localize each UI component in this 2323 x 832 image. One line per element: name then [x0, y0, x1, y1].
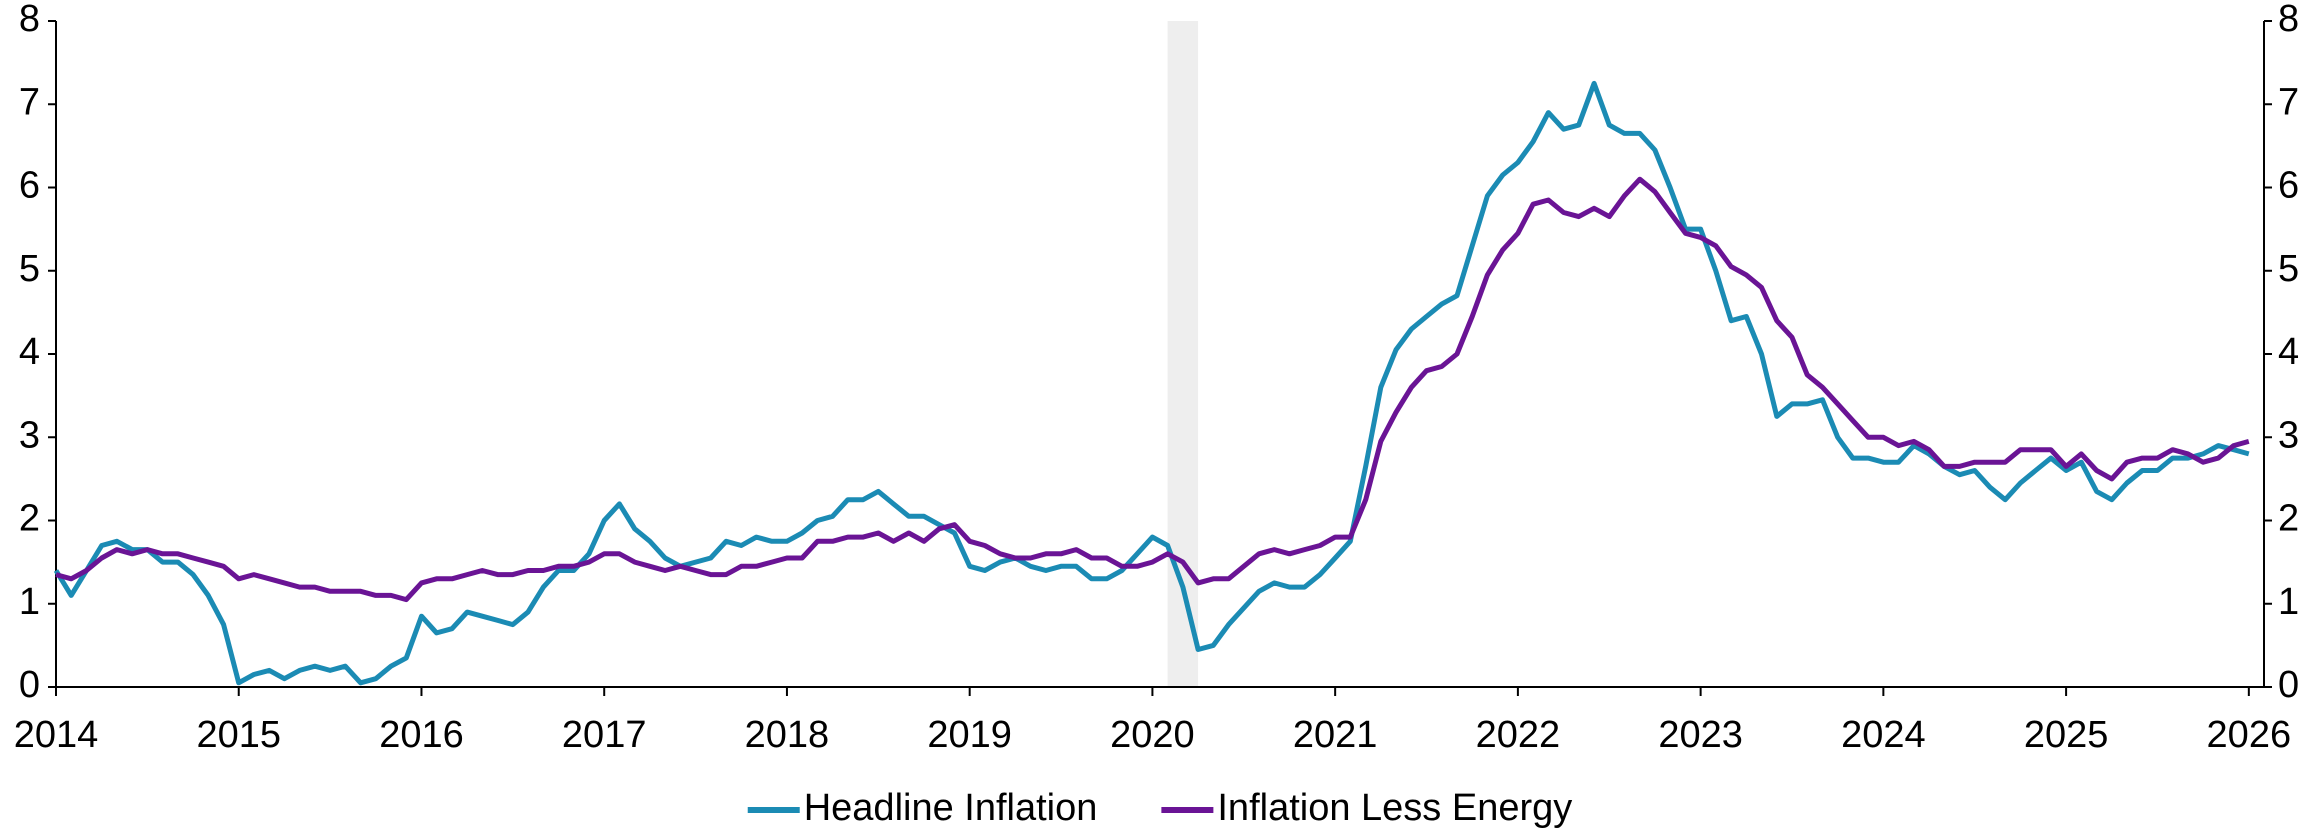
line-series	[53, 80, 2250, 686]
x-tick-label: 2023	[1658, 714, 1743, 756]
x-tick-label: 2014	[14, 714, 99, 756]
y2-tick-label: 4	[2278, 331, 2299, 373]
x-tick-label: 2018	[745, 714, 830, 756]
x-tick-label: 2025	[2024, 714, 2109, 756]
y2-tick-label: 1	[2278, 581, 2299, 623]
legend-label: Headline Inflation	[804, 787, 1098, 829]
y-tick-label: 4	[19, 331, 40, 373]
y-tick-label: 3	[19, 414, 40, 456]
y2-tick-label: 3	[2278, 414, 2299, 456]
line-series	[55, 176, 2250, 603]
x-tick-label: 2017	[562, 714, 647, 756]
x-tick-label: 2020	[1110, 714, 1195, 756]
y2-tick-label: 5	[2278, 248, 2299, 290]
y-tick-label: 1	[19, 581, 40, 623]
y-tick-label: 8	[19, 0, 40, 40]
y-tick-label: 2	[19, 498, 40, 540]
y-tick-label: 7	[19, 81, 40, 123]
y2-tick-label: 7	[2278, 81, 2299, 123]
x-tick-label: 2021	[1293, 714, 1378, 756]
x-tick-label: 2026	[2207, 714, 2292, 756]
y2-tick-label: 0	[2278, 664, 2299, 706]
y-tick-label: 5	[19, 248, 40, 290]
legend-label: Inflation Less Energy	[1217, 787, 1572, 829]
x-tick-label: 2024	[1841, 714, 1926, 756]
y-tick-label: 6	[19, 165, 40, 207]
x-tick-label: 2016	[379, 714, 464, 756]
x-tick-label: 2019	[927, 714, 1012, 756]
y2-tick-label: 6	[2278, 165, 2299, 207]
y2-tick-label: 8	[2278, 0, 2299, 40]
y2-tick-label: 2	[2278, 498, 2299, 540]
y-tick-label: 0	[19, 664, 40, 706]
x-tick-label: 2015	[196, 714, 281, 756]
x-tick-label: 2022	[1476, 714, 1561, 756]
